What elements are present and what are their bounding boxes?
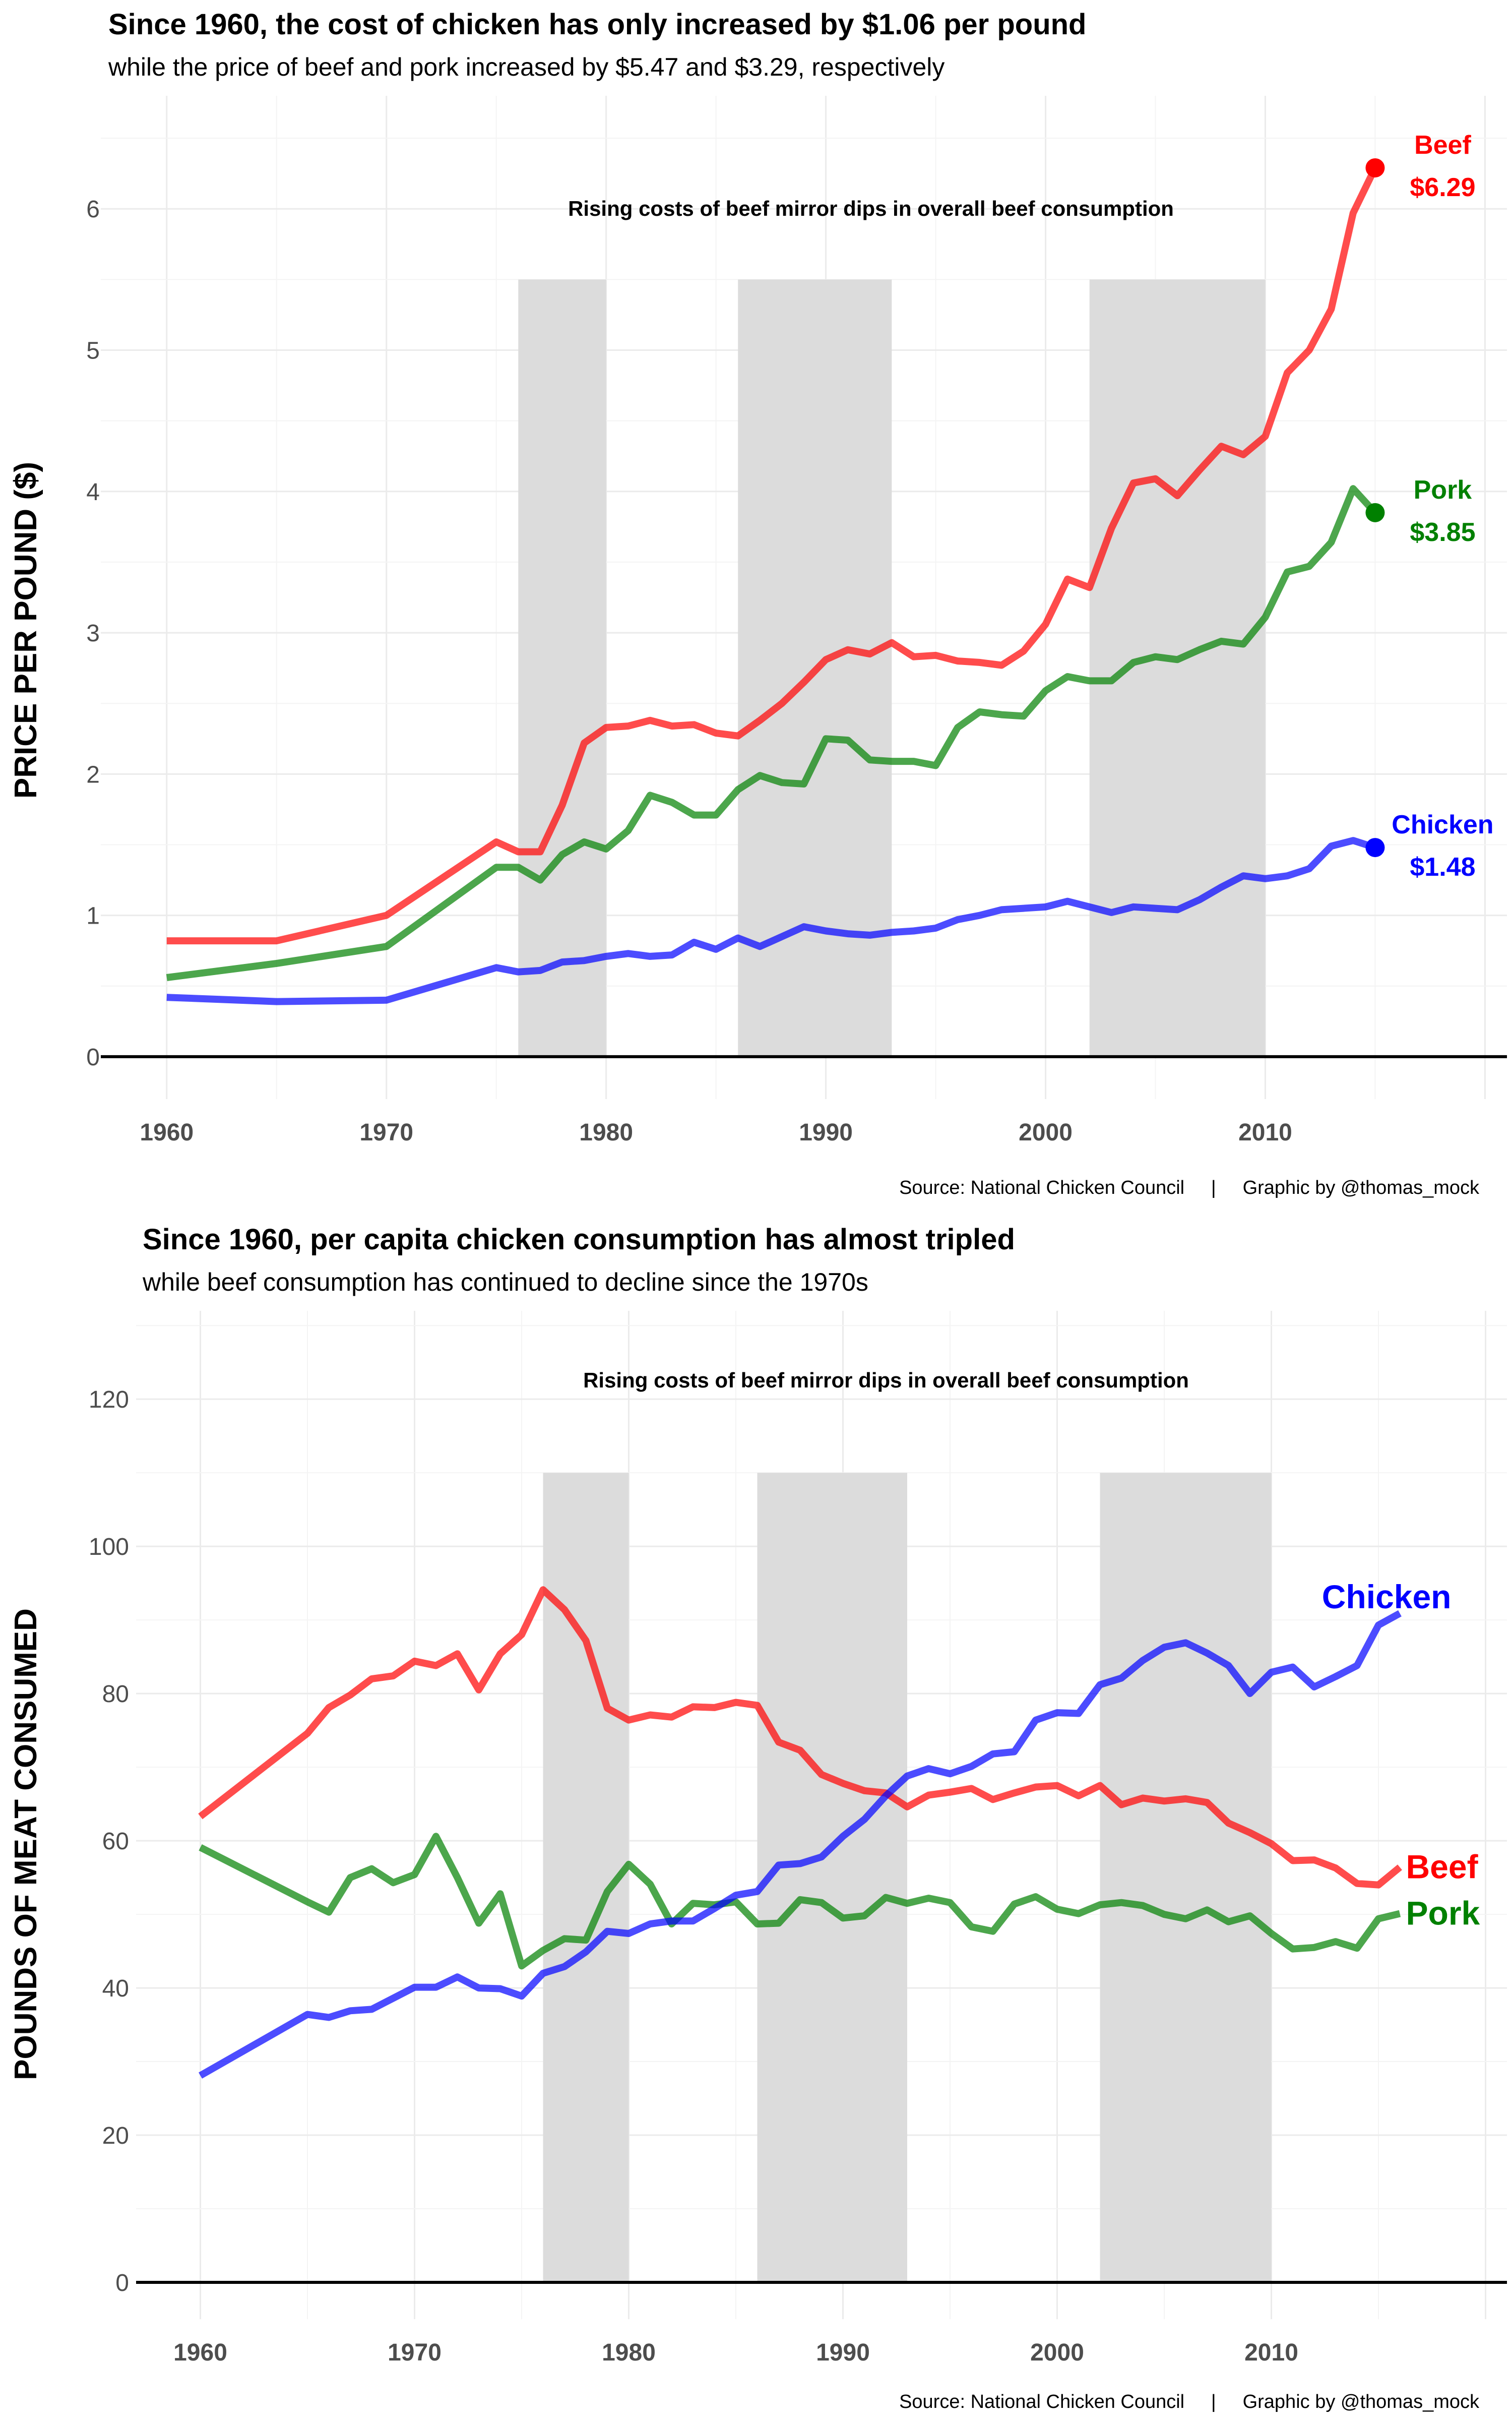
series-line-beef xyxy=(198,1586,1402,1889)
shaded-period xyxy=(1089,279,1266,1057)
consumption-chart-subtitle: while beef consumption has continued to … xyxy=(142,1268,868,1296)
price-chart-axes: 1960 1970 1980 1990 2000 2010 0 1 2 3 4 5 6 xyxy=(86,196,1507,1146)
y-tick-label: 80 xyxy=(102,1681,129,1708)
x-tick-label: 1990 xyxy=(816,2339,870,2366)
consumption-chart-caption: Source: National Chicken Council | Graph… xyxy=(899,2391,1480,2412)
x-tick-label: 1970 xyxy=(388,2339,442,2366)
price-chart-caption: Source: National Chicken Council | Graph… xyxy=(899,1177,1480,1198)
y-tick-label: 4 xyxy=(86,479,100,506)
x-tick-label: 2000 xyxy=(1030,2339,1084,2366)
consumption-chart-axes: 1960 1970 1980 1990 2000 2010 0 20 40 60 80 100 120 xyxy=(89,1386,1507,2366)
x-tick-label: 1980 xyxy=(602,2339,656,2366)
end-label-pork: Pork xyxy=(1414,475,1472,505)
end-label-beef: Beef xyxy=(1414,131,1471,160)
end-label-chicken: Chicken xyxy=(1322,1578,1452,1615)
consumption-chart: 1960 1970 1980 1990 2000 2010020406080100120 … xyxy=(9,1223,1507,2412)
x-tick-label: 2010 xyxy=(1244,2339,1298,2366)
consumption-chart-end-labels: Beef Pork Chicken xyxy=(1322,1578,1480,1932)
consumption-chart-shaded-periods xyxy=(543,1473,1272,2283)
end-value-pork: $3.85 xyxy=(1410,518,1475,547)
end-value-chicken: $1.48 xyxy=(1410,853,1475,882)
consumption-chart-annotation: Rising costs of beef mirror dips in over… xyxy=(583,1368,1189,1392)
price-chart-shaded-periods xyxy=(518,279,1266,1057)
end-label-chicken: Chicken xyxy=(1392,810,1493,839)
x-tick-label: 1960 xyxy=(173,2339,227,2366)
y-tick-label: 1 xyxy=(86,903,100,930)
y-tick-label: 2 xyxy=(86,761,100,788)
series-line-beef xyxy=(166,166,1378,945)
y-tick-label: 6 xyxy=(86,196,100,223)
y-tick-label: 40 xyxy=(102,1975,129,2002)
y-tick-label: 5 xyxy=(86,338,100,365)
y-tick-label: 100 xyxy=(89,1534,129,1560)
shaded-period xyxy=(757,1473,907,2283)
shaded-period xyxy=(1100,1473,1272,2283)
end-label-pork: Pork xyxy=(1406,1895,1480,1932)
end-point-pork xyxy=(1365,503,1385,522)
y-tick-label: 60 xyxy=(102,1828,129,1855)
x-tick-label: 2010 xyxy=(1238,1119,1292,1146)
y-tick-label: 0 xyxy=(115,2270,129,2296)
price-chart: 1960 1970 1980 1990 2000 2010 0 1 2 3 4 5 6 Beef $6.2… xyxy=(9,8,1507,1198)
end-value-beef: $6.29 xyxy=(1410,173,1475,202)
price-chart-subtitle: while the price of beef and pork increas… xyxy=(108,53,944,81)
price-chart-annotation: Rising costs of beef mirror dips in over… xyxy=(568,197,1174,220)
series-line-chicken xyxy=(199,1610,1402,2079)
price-chart-y-axis-label: PRICE PER POUND ($) xyxy=(9,462,43,799)
end-label-beef: Beef xyxy=(1406,1848,1479,1886)
x-tick-label: 2000 xyxy=(1019,1119,1073,1146)
y-tick-label: 20 xyxy=(102,2123,129,2149)
consumption-chart-lines xyxy=(198,1586,1402,2079)
price-chart-lines xyxy=(166,166,1378,1005)
y-tick-label: 0 xyxy=(86,1044,100,1071)
price-chart-title: Since 1960, the cost of chicken has only… xyxy=(108,8,1086,41)
series-line-pork xyxy=(166,485,1378,981)
x-tick-label: 1970 xyxy=(359,1119,413,1146)
end-point-chicken xyxy=(1365,838,1385,858)
x-tick-label: 1960 xyxy=(140,1119,194,1146)
series-line-chicken xyxy=(166,837,1376,1005)
end-point-beef xyxy=(1365,158,1385,177)
shaded-period xyxy=(518,279,606,1057)
x-tick-label: 1980 xyxy=(579,1119,633,1146)
price-chart-end-labels: Beef $6.29 Pork $3.85 Chicken $1.48 xyxy=(1365,131,1494,882)
y-tick-label: 120 xyxy=(89,1386,129,1413)
y-tick-label: 3 xyxy=(86,620,100,647)
x-tick-label: 1990 xyxy=(799,1119,853,1146)
consumption-chart-y-axis-label: POUNDS OF MEAT CONSUMED xyxy=(9,1608,43,2080)
consumption-chart-title: Since 1960, per capita chicken consumpti… xyxy=(143,1223,1015,1256)
series-line-pork xyxy=(199,1833,1401,1970)
